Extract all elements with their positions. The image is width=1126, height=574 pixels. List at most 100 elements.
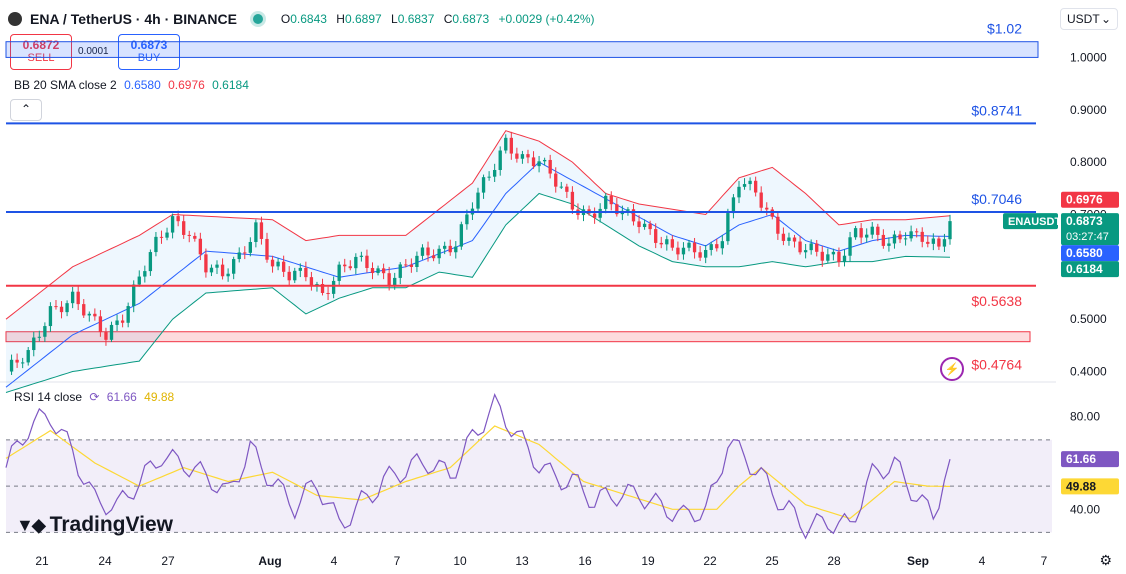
time-tick-label: 4	[979, 554, 986, 568]
flash-icon[interactable]: ⚡	[940, 357, 964, 381]
candle-body	[420, 247, 425, 256]
candle-body	[298, 267, 302, 271]
buy-label: BUY	[137, 52, 161, 64]
candle-body	[820, 251, 824, 261]
candle-body	[759, 192, 763, 208]
candle-body	[909, 231, 913, 239]
candle-body	[198, 238, 203, 255]
candle-body	[865, 234, 869, 238]
candle-body	[170, 216, 175, 233]
ohlc-readout: O0.6843 H0.6897 L0.6837 C0.6873 +0.0029 …	[281, 12, 601, 26]
rsi-legend[interactable]: RSI 14 close ⟳ 61.66 49.88	[14, 390, 174, 404]
rsi-pane: 40.00 80.00	[5, 392, 1100, 540]
candle-body	[104, 332, 108, 340]
price-tick-label: 1.0000	[1070, 50, 1107, 64]
rsi-loading-icon: ⟳	[89, 390, 100, 404]
candle-body	[815, 243, 819, 252]
symbol-title[interactable]: ENA / TetherUS · 4h · BINANCE	[30, 11, 237, 27]
candle-body	[859, 228, 863, 238]
candle-body	[676, 247, 680, 255]
bb-legend[interactable]: BB 20 SMA close 2 0.6580 0.6976 0.6184	[14, 78, 249, 92]
open-label: O	[280, 12, 291, 26]
rsi-ma-badge: 49.88	[1066, 479, 1096, 493]
candle-body	[48, 306, 53, 327]
candle-body	[226, 273, 230, 277]
candle-body	[920, 231, 924, 242]
candle-body	[93, 313, 97, 317]
candle-body	[287, 271, 291, 281]
candle-body	[892, 234, 897, 244]
candle-body	[398, 264, 402, 278]
candle-body	[687, 242, 691, 248]
candle-body	[559, 186, 563, 188]
candle-body	[293, 270, 297, 281]
candle-body	[248, 241, 252, 253]
bollinger-bands	[5, 130, 951, 393]
candle-body	[243, 252, 247, 254]
time-tick-label: 28	[827, 554, 841, 568]
candle-body	[26, 350, 30, 363]
candle-body	[165, 232, 169, 238]
rsi-label: RSI 14 close	[14, 390, 83, 404]
candle-body	[265, 238, 269, 260]
price-tick-label: 0.9000	[1070, 103, 1107, 117]
time-tick-label: 24	[98, 554, 112, 568]
bb-lower-value: 0.6184	[212, 78, 249, 92]
candle-body	[720, 241, 724, 249]
candle-body	[748, 180, 752, 185]
candle-body	[876, 226, 880, 235]
candle-body	[109, 324, 114, 340]
high-label: H	[336, 12, 345, 26]
candle-body	[126, 306, 130, 323]
time-axis: 21 24 27 Aug 4 7 10 13 16 19 22 25 28 Sep 4 7	[35, 554, 1047, 568]
bb-basis-value: 0.6580	[124, 78, 161, 92]
candle-body	[903, 238, 908, 240]
bb-upper-line	[5, 130, 951, 320]
price-tick-label: 0.5000	[1070, 312, 1107, 326]
candle-body	[331, 280, 336, 294]
time-tick-label: 27	[161, 554, 175, 568]
candle-body	[881, 234, 886, 246]
candle-body	[548, 159, 552, 174]
candle-body	[742, 184, 747, 187]
chart-header: ENA / TetherUS · 4h · BINANCE O0.6843 H0…	[8, 8, 601, 30]
level-zones	[5, 41, 1039, 343]
gear-icon[interactable]: ⚙	[1099, 552, 1112, 568]
candle-body	[887, 243, 891, 246]
last-price-badge: 0.6873	[1066, 214, 1103, 228]
bb-basis-badge: 0.6580	[1066, 246, 1103, 260]
candle-body	[132, 284, 136, 307]
level-label: $0.7046	[971, 191, 1022, 207]
candle-body	[531, 157, 536, 167]
candle-body	[337, 264, 341, 281]
sell-label: SELL	[27, 52, 55, 64]
candle-body	[376, 268, 380, 274]
time-tick-label: Aug	[258, 554, 281, 568]
rsi-line	[5, 392, 951, 540]
candle-body	[365, 255, 369, 268]
candle-body	[59, 306, 64, 313]
currency-select[interactable]: USDT ⌄	[1060, 8, 1118, 30]
close-label: C	[443, 12, 453, 26]
candle-body	[642, 223, 647, 228]
candle-body	[948, 221, 952, 240]
candle-body	[826, 254, 830, 261]
watermark-text: TradingView	[49, 513, 173, 536]
candle-body	[659, 242, 663, 245]
candle-body	[942, 239, 947, 247]
bb-upper-value: 0.6976	[168, 78, 205, 92]
bb-basis-line	[5, 161, 951, 388]
candle-body	[209, 267, 214, 273]
level-label: $1.02	[987, 21, 1022, 37]
candle-body	[304, 267, 308, 278]
symbol-logo-icon	[8, 12, 22, 26]
candle-body	[609, 195, 613, 205]
candle-body	[631, 209, 636, 222]
candle-body	[654, 229, 658, 243]
candle-body	[320, 283, 325, 293]
candle-body	[87, 313, 91, 316]
collapse-legend-button[interactable]: ⌃	[10, 99, 42, 121]
time-tick-label: 21	[35, 554, 49, 568]
candle-body	[853, 228, 858, 238]
